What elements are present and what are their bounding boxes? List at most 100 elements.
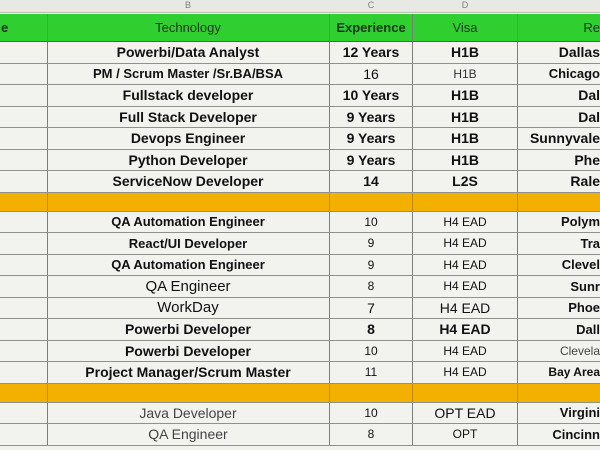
experience-cell[interactable]: 10 [330, 402, 413, 423]
location-cell[interactable]: Tra [580, 235, 600, 251]
header-location[interactable]: Re [583, 20, 600, 35]
header-visa[interactable]: Visa [413, 14, 518, 41]
header-experience[interactable]: Experience [330, 14, 413, 41]
experience-cell[interactable]: 9 Years [330, 106, 413, 127]
visa-cell[interactable]: H1B [413, 106, 518, 127]
technology-cell[interactable]: React/UI Developer [47, 233, 330, 254]
row-cell-a[interactable] [0, 402, 48, 423]
technology-cell[interactable]: PM / Scrum Master /Sr.BA/BSA [47, 63, 330, 84]
row-cell-a[interactable] [0, 211, 48, 232]
header-cell-a[interactable]: e [0, 14, 48, 41]
technology-cell[interactable]: Java Developer [47, 402, 330, 423]
visa-cell[interactable]: H4 EAD [413, 362, 518, 383]
column-letter-c[interactable]: C [367, 0, 375, 10]
visa-cell[interactable]: H1B [413, 63, 518, 84]
visa-cell[interactable]: H4 EAD [413, 297, 518, 318]
row-cell-a[interactable] [0, 63, 48, 84]
column-letter-b[interactable]: B [184, 0, 191, 10]
location-cell[interactable]: Clevela [559, 343, 600, 358]
location-cell[interactable]: Phe [574, 151, 600, 168]
experience-cell[interactable]: 9 Years [330, 128, 413, 149]
experience-cell[interactable]: 12 Years [330, 42, 413, 63]
separator-cell[interactable] [518, 384, 600, 402]
experience-cell[interactable]: 16 [330, 63, 413, 84]
location-cell[interactable]: Virgini [559, 405, 600, 421]
location-cell[interactable]: Cincinn [552, 426, 600, 442]
separator-cell[interactable] [330, 383, 413, 402]
column-letter-d[interactable]: D [461, 0, 469, 10]
row-cell-a[interactable] [0, 340, 48, 361]
row-cell-a[interactable] [0, 106, 48, 127]
technology-cell[interactable]: Powerbi Developer [47, 319, 330, 340]
row-cell-a[interactable] [0, 319, 48, 340]
technology-cell[interactable]: Powerbi/Data Analyst [47, 42, 330, 63]
separator-cell[interactable] [47, 383, 330, 402]
technology-cell[interactable]: QA Automation Engineer [47, 211, 330, 232]
visa-cell[interactable]: H1B [413, 128, 518, 149]
separator-cell[interactable] [0, 383, 48, 402]
experience-cell[interactable]: 9 [330, 233, 413, 254]
experience-cell[interactable]: 8 [330, 424, 413, 445]
row-cell-a[interactable] [0, 149, 48, 170]
visa-cell[interactable]: H4 EAD [413, 233, 518, 254]
experience-cell[interactable]: 10 [330, 211, 413, 232]
technology-cell[interactable]: Project Manager/Scrum Master [47, 362, 330, 383]
visa-cell[interactable]: OPT EAD [413, 402, 518, 423]
row-cell-a[interactable] [0, 233, 48, 254]
separator-cell[interactable] [413, 383, 518, 402]
technology-cell[interactable]: Devops Engineer [47, 128, 330, 149]
row-cell-a[interactable] [0, 276, 48, 297]
location-cell[interactable]: Phoe [568, 300, 600, 316]
location-cell[interactable]: Polym [560, 214, 600, 230]
technology-cell[interactable]: QA Engineer [47, 424, 330, 445]
location-cell[interactable]: Dal [578, 108, 600, 125]
technology-cell[interactable]: QA Automation Engineer [47, 254, 330, 275]
location-cell[interactable]: Dall [576, 321, 600, 337]
location-cell[interactable]: Dal [578, 87, 600, 104]
row-cell-a[interactable] [0, 362, 48, 383]
experience-cell[interactable]: 9 [330, 254, 413, 275]
visa-cell[interactable]: H4 EAD [413, 254, 518, 275]
visa-cell[interactable]: L2S [413, 171, 518, 192]
location-cell[interactable]: Rale [570, 173, 600, 190]
row-cell-a[interactable] [0, 85, 48, 106]
visa-cell[interactable]: H4 EAD [413, 319, 518, 340]
location-cell[interactable]: Chicago [548, 66, 600, 82]
visa-cell[interactable]: H1B [413, 149, 518, 170]
row-cell-a[interactable] [0, 254, 48, 275]
separator-cell[interactable] [47, 192, 330, 211]
separator-cell[interactable] [413, 192, 518, 211]
separator-cell[interactable] [330, 192, 413, 211]
visa-cell[interactable]: OPT [413, 424, 518, 445]
technology-cell[interactable]: QA Engineer [47, 276, 330, 297]
separator-cell[interactable] [0, 192, 48, 211]
location-cell[interactable]: Clevel [561, 257, 600, 273]
technology-cell[interactable]: Full Stack Developer [47, 106, 330, 127]
experience-cell[interactable]: 14 [330, 171, 413, 192]
experience-cell[interactable]: 7 [330, 297, 413, 318]
location-cell[interactable]: Sunnyvale [529, 130, 600, 147]
row-cell-a[interactable] [0, 297, 48, 318]
location-cell[interactable]: Bay Area [548, 365, 600, 380]
experience-cell[interactable]: 10 [330, 340, 413, 361]
header-technology[interactable]: Technology [47, 14, 330, 41]
experience-cell[interactable]: 8 [330, 319, 413, 340]
experience-cell[interactable]: 11 [330, 362, 413, 383]
location-cell[interactable]: Dallas [558, 44, 600, 61]
row-cell-a[interactable] [0, 424, 48, 445]
row-cell-a[interactable] [0, 171, 48, 192]
visa-cell[interactable]: H4 EAD [413, 211, 518, 232]
row-cell-a[interactable] [0, 128, 48, 149]
row-cell-a[interactable] [0, 42, 48, 63]
visa-cell[interactable]: H4 EAD [413, 276, 518, 297]
technology-cell[interactable]: WorkDay [47, 297, 330, 318]
technology-cell[interactable]: Powerbi Developer [47, 340, 330, 361]
visa-cell[interactable]: H1B [413, 42, 518, 63]
experience-cell[interactable]: 10 Years [330, 85, 413, 106]
technology-cell[interactable]: Python Developer [47, 149, 330, 170]
experience-cell[interactable]: 8 [330, 276, 413, 297]
experience-cell[interactable]: 9 Years [330, 149, 413, 170]
visa-cell[interactable]: H1B [413, 85, 518, 106]
technology-cell[interactable]: Fullstack developer [47, 85, 330, 106]
technology-cell[interactable]: ServiceNow Developer [47, 171, 330, 192]
